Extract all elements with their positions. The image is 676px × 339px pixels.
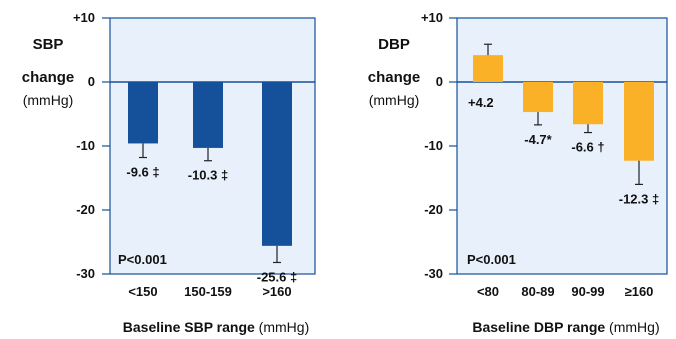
dbp-bar-3 [624, 82, 654, 161]
dbp-value-label-0: +4.2 [468, 95, 494, 110]
dbp-bar-1 [523, 82, 553, 113]
sbp-category-label-0: <150 [128, 284, 157, 299]
sbp-xlabel-unit: (mmHg) [255, 319, 309, 335]
sbp-bar-1 [193, 82, 223, 148]
dbp-ylabel-unit: (mmHg) [369, 92, 420, 108]
sbp-p-value: P<0.001 [118, 252, 167, 267]
dbp-ytick-label: -20 [424, 202, 443, 217]
sbp-ytick-label: +10 [73, 10, 95, 25]
dbp-ytick-label: -30 [424, 266, 443, 281]
dbp-p-value: P<0.001 [467, 252, 516, 267]
sbp-ytick-label: -10 [76, 138, 95, 153]
sbp-ytick-label: -30 [76, 266, 95, 281]
dbp-category-label-2: 90-99 [571, 284, 604, 299]
dbp-category-label-1: 80-89 [521, 284, 554, 299]
dbp-value-label-3: -12.3 ‡ [619, 191, 659, 206]
dbp-xlabel: Baseline DBP range (mmHg) [472, 319, 659, 335]
dbp-value-label-1: -4.7* [524, 132, 552, 147]
dbp-ytick-label: 0 [436, 74, 443, 89]
sbp-xlabel-main: Baseline SBP range [123, 319, 255, 335]
sbp-category-label-2: >160 [262, 284, 291, 299]
dbp-value-label-2: -6.6 † [571, 140, 604, 155]
sbp-value-label-0: -9.6 ‡ [126, 165, 159, 180]
sbp-value-label-1: -10.3 ‡ [188, 168, 228, 183]
sbp-ylabel-line2: change [22, 69, 75, 86]
dbp-bar-2 [573, 82, 603, 125]
dbp-xlabel-main: Baseline DBP range [472, 319, 605, 335]
sbp-category-label-1: 150-159 [184, 284, 232, 299]
dbp-ytick-label: +10 [421, 10, 443, 25]
sbp-bar-2 [262, 82, 292, 246]
sbp-value-label-2: -25.6 ‡ [257, 269, 297, 284]
sbp-bar-0 [128, 82, 158, 144]
dbp-bar-0 [473, 55, 503, 82]
sbp-ytick-label: -20 [76, 202, 95, 217]
dbp-category-label-0: <80 [477, 284, 499, 299]
dbp-ytick-label: -10 [424, 138, 443, 153]
sbp-ytick-label: 0 [88, 74, 95, 89]
sbp-xlabel: Baseline SBP range (mmHg) [123, 319, 309, 335]
dbp-ylabel-line2: change [368, 69, 421, 86]
sbp-ylabel-line1: SBP [33, 36, 64, 53]
dbp-xlabel-unit: (mmHg) [605, 319, 659, 335]
dbp-category-label-3: ≥160 [625, 284, 654, 299]
sbp-ylabel-unit: (mmHg) [23, 92, 74, 108]
dbp-ylabel-line1: DBP [378, 36, 410, 53]
